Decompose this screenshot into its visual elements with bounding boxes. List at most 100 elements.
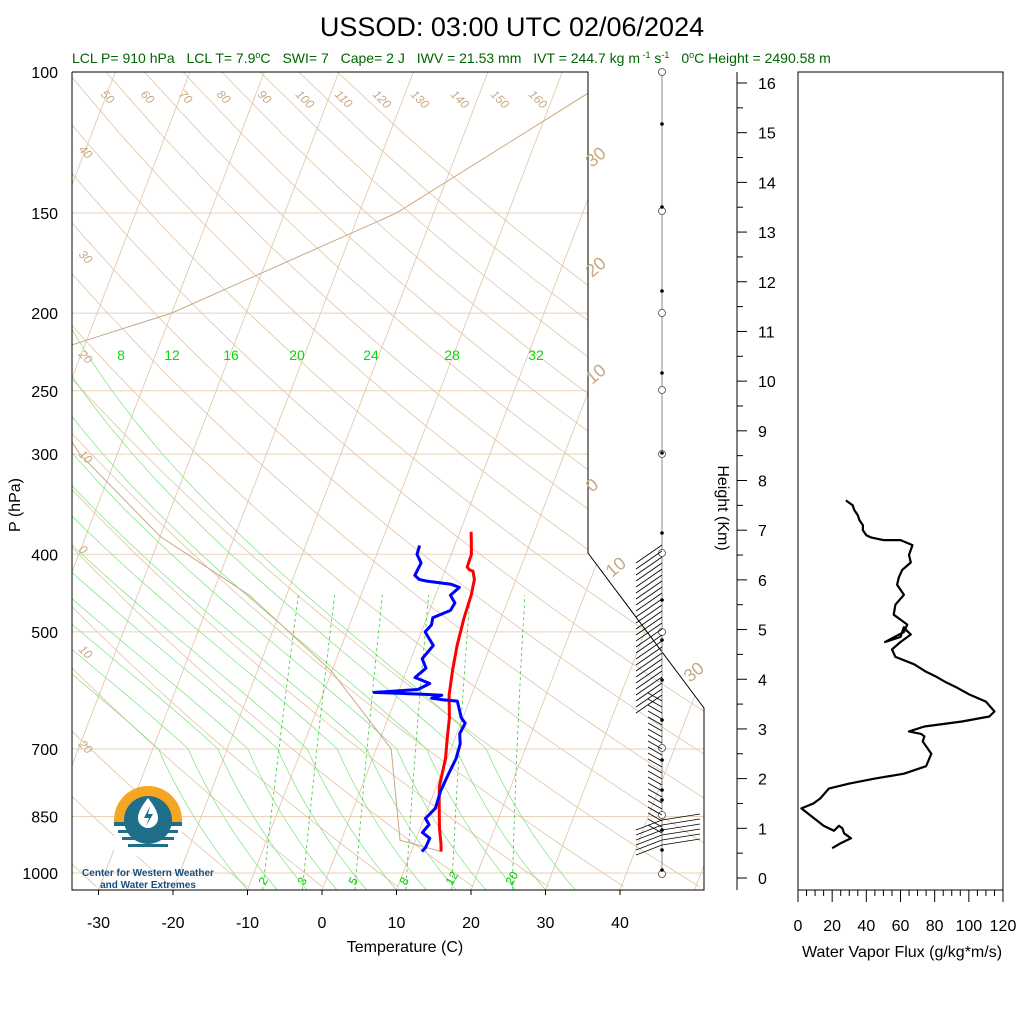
theta-e-label: 28 bbox=[444, 347, 460, 363]
wind-barb bbox=[647, 770, 663, 780]
wind-barb bbox=[647, 794, 663, 804]
wind-level-circle bbox=[658, 628, 666, 636]
isotherm-top-label: 80 bbox=[214, 87, 234, 107]
dry-adiabat-line bbox=[72, 72, 399, 888]
flux-axis-label: Water Vapor Flux (g/kg*m/s) bbox=[802, 944, 1002, 961]
height-tick-label: 0 bbox=[758, 871, 767, 888]
moist-adiabat-line bbox=[72, 212, 367, 890]
wind-barb bbox=[635, 640, 663, 660]
pressure-tick-label: 400 bbox=[31, 547, 58, 564]
pressure-tick-label: 100 bbox=[31, 65, 58, 82]
wind-barb bbox=[635, 844, 663, 856]
cape-value: Cape= 2 J bbox=[341, 50, 405, 66]
wind-barb bbox=[635, 670, 663, 690]
isotherm-line bbox=[619, 72, 704, 890]
temperature-tick-label: 0 bbox=[318, 915, 327, 932]
isotherm-line bbox=[172, 72, 489, 890]
dry-adiabat-line bbox=[144, 72, 704, 888]
mixing-ratio-label: 3 bbox=[294, 874, 310, 887]
dry-adiabat-line bbox=[105, 72, 704, 888]
wind-barb bbox=[647, 734, 663, 744]
isotherm-left-label: 10 bbox=[76, 447, 96, 467]
temperature-tick-label: 20 bbox=[462, 915, 480, 932]
height-tick-label: 1 bbox=[758, 821, 767, 838]
isotherm-left-label: 40 bbox=[76, 142, 96, 162]
wind-barb bbox=[647, 692, 663, 702]
wind-barb bbox=[647, 764, 663, 774]
pressure-axis-label: P (hPa) bbox=[7, 478, 24, 532]
isotherm-right-label: 10 bbox=[582, 360, 610, 388]
isotherm-top-label: 50 bbox=[98, 87, 118, 107]
water-vapor-flux-line bbox=[800, 499, 996, 850]
flux-tick-label: 120 bbox=[990, 918, 1017, 935]
flux-tick-label: 60 bbox=[892, 918, 910, 935]
wind-barb bbox=[635, 694, 663, 714]
wind-level-dot bbox=[660, 678, 664, 682]
isotherm-top-label: 60 bbox=[138, 87, 158, 107]
dry-adiabat-line bbox=[72, 72, 704, 888]
dry-adiabat-line bbox=[72, 72, 549, 888]
wind-barb bbox=[635, 658, 663, 678]
wind-barb bbox=[661, 828, 701, 836]
isotherm-right-label: 20 bbox=[582, 253, 610, 281]
isotherm-line bbox=[72, 72, 265, 890]
wind-barb bbox=[635, 664, 663, 684]
wind-barb bbox=[647, 800, 663, 810]
height-tick-label: 8 bbox=[758, 474, 767, 491]
flux-tick-label: 40 bbox=[857, 918, 875, 935]
wind-barb bbox=[635, 834, 663, 846]
wind-barb bbox=[635, 829, 663, 841]
dry-adiabat-line bbox=[72, 72, 474, 888]
temperature-tick-label: -20 bbox=[161, 915, 184, 932]
mixing-ratio-label: 20 bbox=[502, 869, 521, 888]
mixing-ratio-line bbox=[262, 595, 299, 890]
isotherm-right-label: 30 bbox=[582, 143, 610, 171]
wind-level-dot bbox=[660, 848, 664, 852]
dry-adiabat-line bbox=[298, 72, 704, 888]
moist-adiabat-line bbox=[72, 212, 546, 890]
temperature-axis-label: Temperature (C) bbox=[347, 939, 463, 956]
theta-e-label: 16 bbox=[223, 347, 239, 363]
wind-barb bbox=[647, 812, 663, 822]
height-tick-label: 15 bbox=[758, 126, 776, 143]
pressure-tick-label: 150 bbox=[31, 206, 58, 223]
isotherm-left-label: 0 bbox=[76, 542, 91, 557]
wind-barb bbox=[635, 824, 663, 836]
pressure-tick-label: 1000 bbox=[22, 866, 58, 883]
moist-adiabat-line bbox=[72, 212, 487, 890]
temperature-profile-line bbox=[437, 531, 476, 852]
wind-level-circle bbox=[658, 386, 666, 394]
dry-adiabat-line bbox=[72, 72, 704, 888]
height-tick-label: 9 bbox=[758, 424, 767, 441]
flux-panel-frame bbox=[797, 71, 1004, 891]
chart-title: USSOD: 03:00 UTC 02/06/2024 bbox=[320, 12, 704, 42]
wind-barb bbox=[635, 580, 663, 600]
cw3e-logo: Center for Western Weather and Water Ext… bbox=[82, 786, 214, 891]
temperature-tick-label: -30 bbox=[87, 915, 110, 932]
moist-adiabat-line bbox=[72, 212, 308, 890]
mixing-ratio-line bbox=[511, 595, 526, 890]
wind-level-dot bbox=[660, 638, 664, 642]
wind-barb bbox=[635, 839, 663, 851]
wind-barb bbox=[661, 833, 701, 841]
flux-axes: 0 20 40 60 80 100 120 bbox=[794, 890, 1017, 935]
ivt-value: IVT = 244.7 kg m bbox=[533, 50, 640, 66]
height-tick-label: 4 bbox=[758, 672, 767, 689]
height-tick-label: 7 bbox=[758, 523, 767, 540]
isotherm-top-label: 140 bbox=[448, 87, 472, 111]
skewt-labels: 50 60 70 80 90 100 110 120 130 140 150 160403020100… bbox=[75, 87, 708, 887]
flux-tick-label: 100 bbox=[955, 918, 982, 935]
moist-adiabat-line bbox=[72, 212, 576, 890]
wind-barb bbox=[635, 628, 663, 648]
dry-adiabat-line bbox=[72, 72, 700, 888]
wind-barb bbox=[635, 819, 663, 831]
temperature-tick-label: 40 bbox=[611, 915, 629, 932]
logo-line-1: Center for Western Weather bbox=[82, 868, 214, 879]
isotherm-right-label: 0 bbox=[582, 474, 603, 496]
dry-adiabat-line bbox=[182, 72, 704, 888]
wind-barb bbox=[635, 652, 663, 672]
wind-barb bbox=[635, 562, 663, 582]
flux-tick-label: 80 bbox=[926, 918, 944, 935]
wind-barb bbox=[635, 550, 663, 570]
